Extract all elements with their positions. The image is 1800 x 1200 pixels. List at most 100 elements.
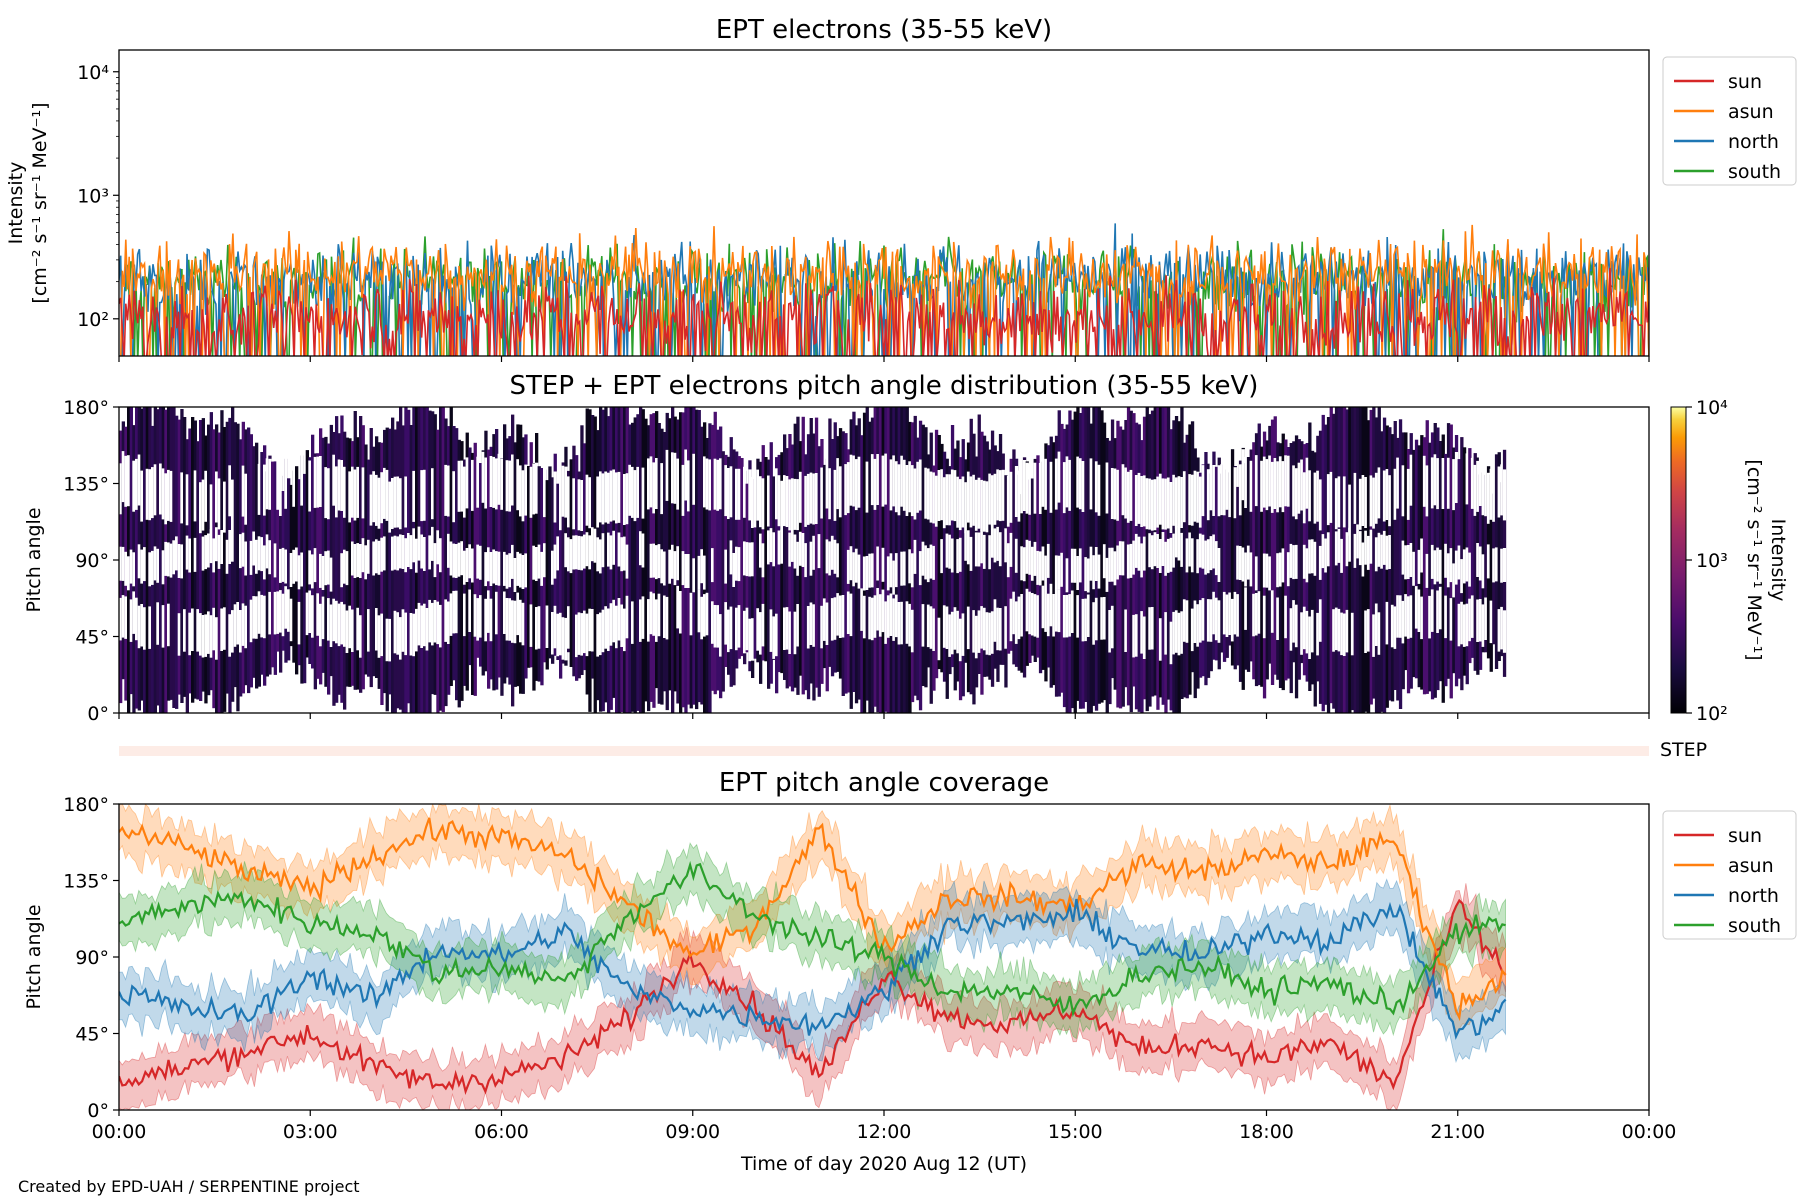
heatmap-gap (356, 543, 360, 578)
heatmap-gap (1204, 540, 1208, 575)
heatmap-gap (412, 613, 416, 657)
heatmap-column (953, 448, 957, 691)
heatmap-gap (137, 454, 141, 506)
heatmap-gap (1382, 470, 1387, 522)
heatmap-gap (825, 539, 829, 574)
y-tick-label: 45° (75, 627, 109, 649)
heatmap-gap (1401, 540, 1405, 575)
heatmap-gap (1030, 546, 1035, 581)
heatmap-gap (415, 538, 419, 573)
heatmap-gap (932, 545, 936, 580)
heatmap-gap (423, 537, 427, 571)
heatmap-gap (729, 466, 733, 518)
heatmap-gap (846, 549, 851, 584)
heatmap-column (204, 435, 208, 704)
heatmap-gap (153, 464, 157, 516)
heatmap-gap (332, 598, 336, 642)
heatmap-column (1020, 494, 1024, 673)
heatmap-gap (1265, 553, 1269, 588)
heatmap-gap (1230, 598, 1235, 642)
y-tick-label: 0° (87, 703, 109, 725)
heatmap-gap (1052, 594, 1056, 637)
heatmap-gap (1193, 470, 1197, 522)
heatmap-gap (956, 539, 960, 574)
heatmap-column (561, 462, 565, 664)
heatmap-gap (268, 540, 272, 575)
heatmap-gap (966, 471, 971, 523)
heatmap-gap (838, 466, 843, 518)
heatmap-column (1297, 439, 1301, 680)
heatmap-gap (1076, 595, 1080, 638)
heatmap-gap (1337, 476, 1341, 528)
heatmap-gap (1401, 465, 1405, 517)
heatmap-gap (1465, 453, 1469, 505)
heatmap-gap (119, 597, 123, 641)
heatmap-column (695, 409, 699, 710)
heatmap-gap (998, 608, 1003, 651)
heatmap-column (425, 407, 429, 713)
heatmap-gap (1041, 455, 1045, 507)
heatmap-gap (465, 548, 469, 582)
heatmap-gap (1078, 548, 1083, 583)
heatmap-gap (369, 474, 373, 526)
heatmap-gap (167, 469, 171, 521)
heatmap-gap (692, 453, 696, 505)
heatmap-gap (1478, 546, 1483, 581)
heatmap-gap (575, 614, 579, 658)
heatmap-gap (881, 547, 885, 582)
heatmap-gap (1116, 469, 1120, 521)
heatmap-gap (215, 617, 219, 660)
heatmap-gap (1014, 601, 1019, 644)
heatmap-gap (167, 542, 171, 577)
heatmap-gap (511, 544, 515, 579)
heatmap-column (937, 435, 941, 670)
heatmap-gap (569, 539, 573, 574)
heatmap-column (303, 473, 307, 684)
heatmap-gap (473, 594, 477, 637)
heatmap-column (716, 429, 720, 691)
heatmap-gap (1318, 599, 1323, 642)
heatmap-gap (665, 596, 669, 640)
heatmap-gap (124, 596, 128, 639)
heatmap-gap (551, 612, 555, 655)
heatmap-gap (1473, 464, 1477, 516)
heatmap-gap (1198, 476, 1203, 528)
heatmap-gap (788, 611, 792, 654)
heatmap-gap (1268, 556, 1272, 591)
heatmap-gap (601, 473, 605, 525)
heatmap-gap (1212, 465, 1216, 516)
heatmap-gap (1268, 455, 1272, 507)
heatmap-gap (1417, 589, 1421, 632)
heatmap-gap (519, 553, 523, 588)
heatmap-column (1068, 410, 1072, 713)
heatmap-gap (865, 556, 869, 590)
heatmap-gap (599, 612, 603, 656)
heatmap-gap (351, 541, 355, 576)
heatmap-gap (806, 473, 811, 525)
heatmap-gap (745, 607, 749, 651)
heatmap-gap (822, 598, 827, 641)
heatmap-gap (1444, 543, 1448, 578)
heatmap-gap (1326, 532, 1331, 567)
heatmap-gap (164, 473, 168, 525)
heatmap-gap (1358, 478, 1363, 530)
heatmap-gap (1241, 547, 1245, 582)
heatmap-gap (327, 550, 331, 585)
heatmap-gap (252, 531, 256, 566)
heatmap-gap (319, 603, 323, 647)
heatmap-gap (161, 605, 165, 648)
heatmap-gap (703, 555, 707, 590)
heatmap-gap (423, 469, 427, 521)
heatmap-gap (244, 541, 248, 576)
heatmap-gap (239, 610, 243, 653)
heatmap-gap (1126, 544, 1131, 579)
heatmap-gap (148, 552, 152, 587)
heatmap-gap (713, 458, 717, 510)
heatmap-gap (1478, 599, 1483, 642)
heatmap-gap (1276, 461, 1280, 513)
heatmap-gap (1393, 468, 1397, 520)
heatmap-gap (1422, 455, 1427, 507)
panel3-series (119, 804, 1507, 1110)
heatmap-gap (1284, 455, 1288, 507)
heatmap-gap (980, 529, 984, 564)
